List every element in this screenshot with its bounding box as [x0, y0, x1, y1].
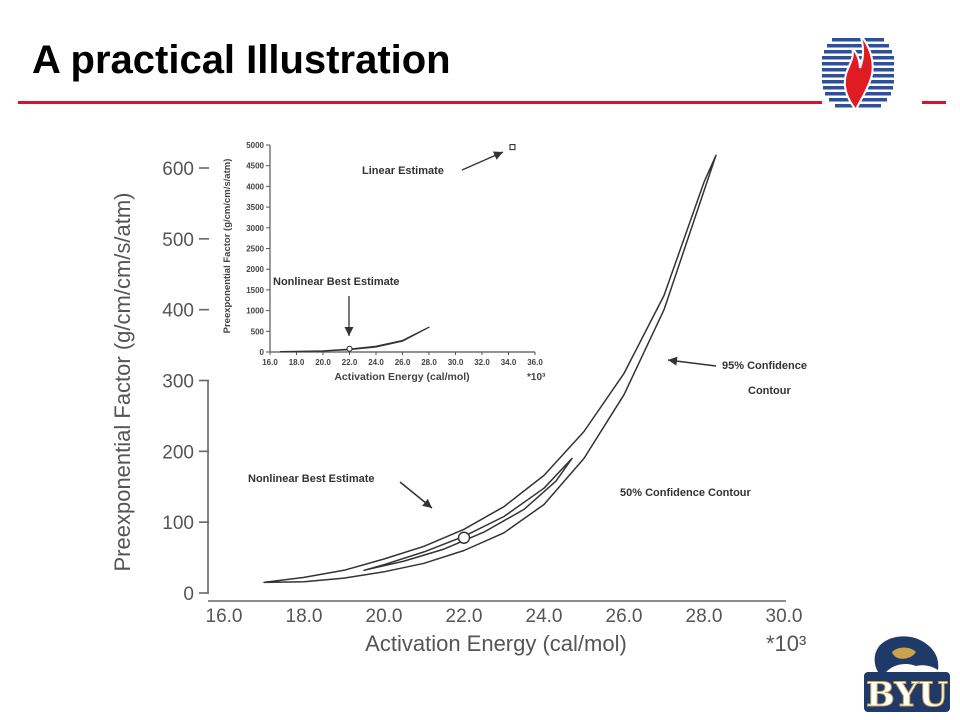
logo-shield — [864, 672, 950, 712]
annotation-50-contour: 50% Confidence Contour — [620, 487, 752, 499]
annotation-95-contour-line1: 95% Confidence — [722, 360, 807, 372]
inset-contour-95-percent — [280, 326, 430, 353]
inset-linear-estimate-marker — [509, 144, 516, 151]
main-y-tick-label: 500 — [162, 230, 194, 251]
flame-globe-logo-icon — [822, 33, 894, 113]
inset-y-tick-label: 5000 — [246, 141, 264, 150]
main-x-tick-label: 22.0 — [446, 606, 483, 627]
annotation-arrows — [344, 151, 717, 509]
main-y-tick-label: 300 — [162, 372, 194, 393]
main-x-tick-label: 24.0 — [526, 606, 563, 627]
inset-x-tick-label: 30.0 — [448, 358, 464, 367]
main-x-tick-label: 20.0 — [366, 606, 403, 627]
inset-chart-axes: 0 500 1000 1500 2000 2500 3000 3500 4000 4500 5000… — [246, 141, 543, 367]
main-y-tick-label: 100 — [162, 513, 194, 534]
inset-y-tick-label: 4000 — [246, 182, 264, 191]
inset-x-tick-label: 16.0 — [262, 358, 278, 367]
main-x-tick-label: 28.0 — [686, 606, 723, 627]
main-y-tick-label: 400 — [162, 301, 194, 322]
inset-x-tick-label: 18.0 — [289, 358, 305, 367]
main-x-multiplier: *10³ — [766, 631, 806, 656]
inset-y-tick-label: 4500 — [246, 162, 264, 171]
inset-annotation-nonlinear-best-estimate: Nonlinear Best Estimate — [273, 276, 400, 288]
inset-x-tick-label: 28.0 — [421, 358, 437, 367]
inset-y-tick-label: 3000 — [246, 224, 264, 233]
annotation-95-contour-line2: Contour — [748, 385, 791, 397]
inset-y-tick-label: 500 — [251, 327, 265, 336]
main-x-tick-label: 18.0 — [286, 606, 323, 627]
inset-y-tick-label: 1500 — [246, 286, 264, 295]
slide-title: A practical Illustration — [32, 38, 451, 82]
arrow-95-contour-head — [668, 356, 678, 366]
inset-annotation-linear-estimate: Linear Estimate — [362, 165, 444, 177]
main-x-axis-label: Activation Energy (cal/mol) — [365, 631, 627, 656]
main-x-tick-label: 30.0 — [766, 606, 803, 627]
nonlinear-best-estimate-marker — [457, 531, 471, 544]
inset-chart-plot — [280, 144, 516, 353]
inset-x-tick-label: 32.0 — [474, 358, 490, 367]
inset-x-tick-label: 24.0 — [368, 358, 384, 367]
inset-y-tick-label: 0 — [260, 348, 265, 357]
title-underline — [18, 101, 946, 104]
inset-x-tick-label: 22.0 — [342, 358, 358, 367]
byu-cougar-logo-icon: BYU — [864, 636, 950, 716]
main-y-tick-label: 0 — [183, 584, 194, 605]
contour-95-percent — [263, 154, 717, 584]
main-x-tick-label: 16.0 — [206, 606, 243, 627]
inset-x-tick-label: 34.0 — [501, 358, 517, 367]
inset-y-tick-label: 1000 — [246, 307, 264, 316]
inset-y-tick-label: 2500 — [246, 245, 264, 254]
annotation-nonlinear-best-estimate: Nonlinear Best Estimate — [248, 473, 375, 485]
inset-x-tick-label: 36.0 — [527, 358, 543, 367]
inset-y-tick-label: 3500 — [246, 203, 264, 212]
main-y-tick-label: 200 — [162, 442, 194, 463]
inset-x-tick-label: 26.0 — [395, 358, 411, 367]
inset-y-tick-label: 2000 — [246, 265, 264, 274]
inset-nonlinear-best-estimate-marker — [346, 345, 353, 352]
inset-x-axis-label: Activation Energy (cal/mol) — [334, 371, 469, 383]
main-chart-plot — [263, 154, 717, 584]
chart-text-labels: Activation Energy (cal/mol) *10³ Preexpo… — [110, 159, 807, 656]
inset-x-tick-label: 20.0 — [315, 358, 331, 367]
cougar-face — [892, 647, 916, 659]
arrow-linear-estimate-head — [492, 151, 503, 160]
flame-shape — [843, 33, 874, 113]
arrow-inset-nonlinear-head — [344, 327, 354, 336]
main-y-axis-label: Preexponential Factor (g/cm/cm/s/atm) — [110, 192, 135, 571]
arrow-nonlinear-best-estimate-head — [422, 498, 432, 508]
main-y-tick-label: 600 — [162, 159, 194, 180]
inset-y-axis-label: Preexponential Factor (g/cm/cm/s/atm) — [222, 159, 233, 334]
inset-x-multiplier: *10³ — [527, 372, 546, 383]
byu-logo-text: BYU — [866, 675, 948, 715]
main-x-tick-label: 26.0 — [606, 606, 643, 627]
main-chart-axes: 0 100 200 300 400 500 600 16.0 18.0 20.0 22.0 24.0 2… — [162, 159, 802, 627]
contour-50-percent — [363, 457, 573, 572]
